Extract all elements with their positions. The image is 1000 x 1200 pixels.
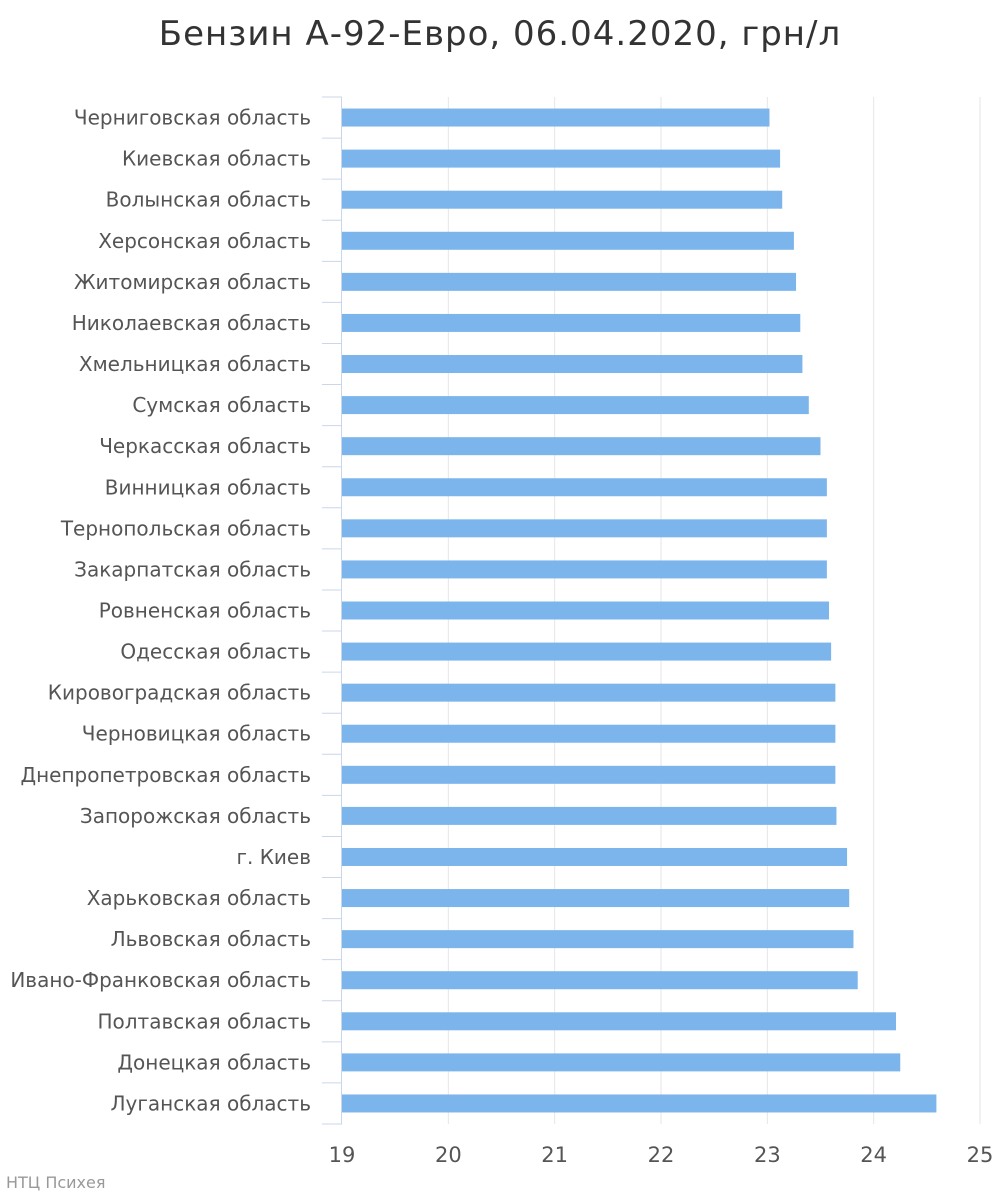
bar-8[interactable] [342, 396, 809, 415]
bar-16[interactable] [342, 724, 836, 743]
category-label-9: Черкасская область [99, 434, 311, 458]
bar-10[interactable] [342, 478, 827, 497]
bar-2[interactable] [342, 149, 781, 168]
bar-22[interactable] [342, 971, 858, 990]
category-label-4: Херсонская область [98, 229, 311, 253]
x-tick-label-25: 25 [967, 1143, 994, 1167]
bar-20[interactable] [342, 889, 850, 908]
x-tick-label-21: 21 [541, 1143, 568, 1167]
chart-credit[interactable]: НТЦ Психея [6, 1173, 106, 1192]
bar-11[interactable] [342, 519, 827, 538]
bar-21[interactable] [342, 930, 854, 949]
bar-12[interactable] [342, 560, 827, 579]
bar-17[interactable] [342, 765, 836, 784]
bar-15[interactable] [342, 683, 836, 702]
category-label-17: Днепропетровская область [20, 763, 311, 787]
category-label-19: г. Киев [236, 845, 311, 869]
category-label-22: Ивано-Франковская область [10, 968, 311, 992]
category-label-23: Полтавская область [97, 1009, 311, 1033]
bar-25[interactable] [342, 1094, 937, 1113]
x-tick-label-20: 20 [435, 1143, 462, 1167]
x-tick-label-23: 23 [754, 1143, 781, 1167]
bar-19[interactable] [342, 847, 848, 866]
bar-3[interactable] [342, 190, 783, 209]
category-label-1: Черниговская область [74, 106, 311, 130]
category-label-12: Закарпатская область [74, 557, 311, 581]
category-label-15: Кировоградская область [48, 681, 311, 705]
bar-24[interactable] [342, 1053, 901, 1072]
bar-7[interactable] [342, 355, 803, 374]
bar-1[interactable] [342, 108, 770, 127]
bar-6[interactable] [342, 313, 801, 332]
category-label-24: Донецкая область [117, 1050, 311, 1074]
bar-9[interactable] [342, 437, 821, 456]
category-label-13: Ровненская область [99, 599, 311, 623]
bar-5[interactable] [342, 272, 797, 291]
category-label-7: Хмельницкая область [79, 352, 311, 376]
category-label-10: Винницкая область [105, 475, 311, 499]
x-tick-label-24: 24 [860, 1143, 887, 1167]
chart-title: Бензин А-92-Евро, 06.04.2020, грн/л [158, 14, 842, 54]
category-label-21: Львовская область [111, 927, 311, 951]
bar-13[interactable] [342, 601, 830, 620]
category-label-2: Киевская область [122, 147, 311, 171]
category-label-18: Запорожская область [80, 804, 311, 828]
category-label-25: Луганская область [111, 1091, 311, 1115]
category-label-20: Харьковская область [87, 886, 311, 910]
bar-18[interactable] [342, 806, 837, 825]
category-label-8: Сумская область [132, 393, 311, 417]
x-tick-label-22: 22 [648, 1143, 675, 1167]
category-label-11: Тернопольская область [60, 516, 311, 540]
category-label-16: Черновицкая область [82, 722, 311, 746]
x-tick-label-19: 19 [329, 1143, 356, 1167]
category-label-3: Волынская область [106, 188, 311, 212]
bar-4[interactable] [342, 231, 794, 250]
category-label-5: Житомирская область [74, 270, 311, 294]
category-label-6: Николаевская область [72, 311, 311, 335]
bar-14[interactable] [342, 642, 832, 661]
category-label-14: Одесская область [120, 640, 311, 664]
bar-23[interactable] [342, 1012, 896, 1031]
